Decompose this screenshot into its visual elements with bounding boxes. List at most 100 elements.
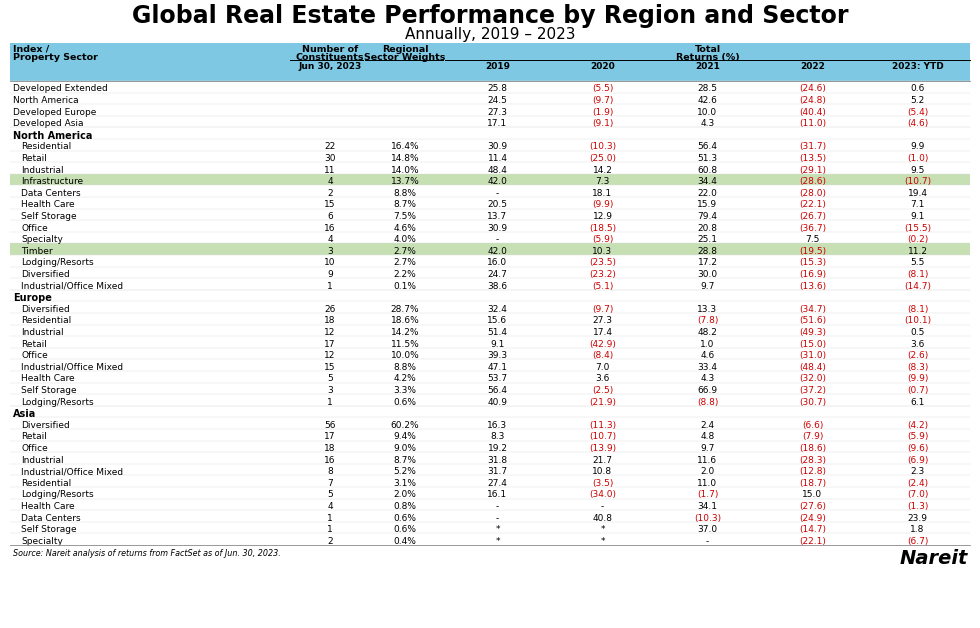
Text: 2.0%: 2.0% [394, 490, 416, 499]
Text: (6.6): (6.6) [802, 421, 823, 430]
Text: (10.3): (10.3) [694, 514, 721, 522]
Text: Asia: Asia [13, 409, 36, 420]
Text: 4: 4 [327, 177, 333, 187]
Text: 26: 26 [324, 305, 336, 314]
Text: 33.4: 33.4 [698, 363, 717, 372]
Text: (13.5): (13.5) [799, 154, 826, 163]
Text: 8.8%: 8.8% [394, 189, 416, 198]
Text: 34.1: 34.1 [698, 502, 717, 511]
Text: Health Care: Health Care [21, 200, 74, 210]
Text: (5.9): (5.9) [906, 433, 928, 441]
Text: (13.6): (13.6) [799, 282, 826, 291]
Text: (28.3): (28.3) [799, 456, 826, 465]
Text: Health Care: Health Care [21, 374, 74, 384]
Text: 9.7: 9.7 [701, 444, 714, 453]
Text: 31.7: 31.7 [487, 467, 508, 476]
Text: Industrial: Industrial [21, 328, 64, 337]
Text: 66.9: 66.9 [698, 386, 717, 395]
Text: -: - [496, 514, 499, 522]
Text: 2.7%: 2.7% [394, 247, 416, 256]
Text: 5.2: 5.2 [910, 96, 924, 105]
Text: Residential: Residential [21, 479, 72, 488]
Text: 8.7%: 8.7% [394, 456, 416, 465]
Text: (16.9): (16.9) [799, 270, 826, 279]
Text: (18.6): (18.6) [799, 444, 826, 453]
Text: North America: North America [13, 131, 92, 141]
Text: 15: 15 [324, 363, 336, 372]
Text: 4.8: 4.8 [701, 433, 714, 441]
Text: 13.7: 13.7 [487, 212, 508, 221]
Text: 4.0%: 4.0% [394, 236, 416, 244]
Text: (26.7): (26.7) [799, 212, 826, 221]
Text: (7.8): (7.8) [697, 317, 718, 325]
Text: 31.8: 31.8 [487, 456, 508, 465]
Text: (8.3): (8.3) [906, 363, 928, 372]
Text: -: - [706, 537, 710, 546]
Text: 15.9: 15.9 [698, 200, 717, 210]
Text: (27.6): (27.6) [799, 502, 826, 511]
Text: Health Care: Health Care [21, 502, 74, 511]
Text: (15.3): (15.3) [799, 259, 826, 268]
Text: Annually, 2019 – 2023: Annually, 2019 – 2023 [405, 27, 575, 42]
Text: 14.2%: 14.2% [391, 328, 419, 337]
Text: (11.3): (11.3) [589, 421, 616, 430]
Text: 9: 9 [327, 270, 333, 279]
Text: (2.4): (2.4) [906, 479, 928, 488]
Text: 15.6: 15.6 [487, 317, 508, 325]
Text: Total: Total [695, 45, 720, 54]
Text: 10.0: 10.0 [698, 107, 717, 117]
Text: 20.5: 20.5 [487, 200, 508, 210]
Text: 37.0: 37.0 [698, 525, 717, 534]
Text: 10.3: 10.3 [593, 247, 612, 256]
Text: (9.1): (9.1) [592, 119, 613, 128]
Text: (15.5): (15.5) [904, 224, 931, 233]
Text: (23.2): (23.2) [589, 270, 616, 279]
Text: Sector Weights: Sector Weights [365, 53, 446, 62]
Text: (9.9): (9.9) [592, 200, 613, 210]
Text: Developed Extended: Developed Extended [13, 85, 108, 94]
Text: 12: 12 [324, 351, 336, 360]
Text: 30.9: 30.9 [487, 143, 508, 151]
Text: 60.8: 60.8 [698, 166, 717, 175]
Text: Retail: Retail [21, 154, 47, 163]
Text: 1: 1 [327, 525, 333, 534]
Text: (6.9): (6.9) [906, 456, 928, 465]
Text: 9.4%: 9.4% [394, 433, 416, 441]
Text: (10.3): (10.3) [589, 143, 616, 151]
Text: 48.2: 48.2 [698, 328, 717, 337]
Text: (5.4): (5.4) [906, 107, 928, 117]
Text: (0.7): (0.7) [906, 386, 928, 395]
Text: 5: 5 [327, 490, 333, 499]
Text: 19.2: 19.2 [487, 444, 508, 453]
Text: 2: 2 [327, 189, 333, 198]
Text: (28.6): (28.6) [799, 177, 826, 187]
Text: (22.1): (22.1) [799, 537, 826, 546]
Text: Industrial/Office Mixed: Industrial/Office Mixed [21, 363, 123, 372]
Text: 3: 3 [327, 386, 333, 395]
Text: Retail: Retail [21, 433, 47, 441]
Text: 20.8: 20.8 [698, 224, 717, 233]
Text: 0.6%: 0.6% [394, 525, 416, 534]
Text: 17: 17 [324, 433, 336, 441]
Text: Developed Asia: Developed Asia [13, 119, 83, 128]
Text: (25.0): (25.0) [589, 154, 616, 163]
Text: 3.3%: 3.3% [394, 386, 416, 395]
Text: Data Centers: Data Centers [21, 189, 80, 198]
Text: Diversified: Diversified [21, 270, 70, 279]
Text: 16.4%: 16.4% [391, 143, 419, 151]
Text: (6.7): (6.7) [906, 537, 928, 546]
Text: 5.5: 5.5 [910, 259, 925, 268]
Text: 0.8%: 0.8% [394, 502, 416, 511]
Text: 2021: 2021 [695, 62, 720, 71]
Text: 2.2%: 2.2% [394, 270, 416, 279]
Text: 30.0: 30.0 [698, 270, 717, 279]
Text: 11.4: 11.4 [487, 154, 508, 163]
Text: 4.3: 4.3 [701, 374, 714, 384]
Bar [10, 244, 970, 255]
Text: Diversified: Diversified [21, 421, 70, 430]
Text: 1: 1 [327, 514, 333, 522]
Text: 7.1: 7.1 [910, 200, 925, 210]
Text: 16.1: 16.1 [487, 490, 508, 499]
Text: 8.8%: 8.8% [394, 363, 416, 372]
Text: *: * [600, 525, 605, 534]
